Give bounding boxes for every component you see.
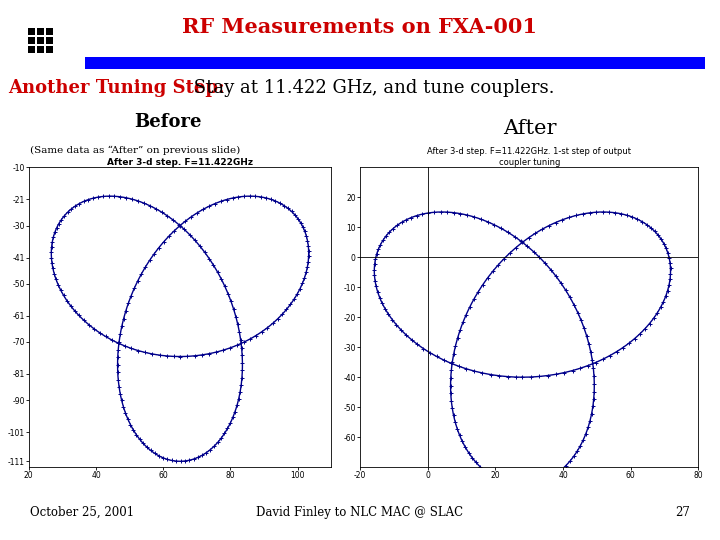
Title: After 3-d step. F=11.422GHz: After 3-d step. F=11.422GHz: [107, 158, 253, 167]
Bar: [37, 46, 44, 53]
Text: 27: 27: [675, 506, 690, 519]
Text: (Same data as “After” on previous slide): (Same data as “After” on previous slide): [30, 145, 240, 154]
Text: Before: Before: [134, 113, 202, 131]
Text: Stay at 11.422 GHz, and tune couplers.: Stay at 11.422 GHz, and tune couplers.: [188, 79, 554, 97]
Bar: [28, 37, 35, 44]
Bar: [37, 37, 44, 44]
Bar: [28, 46, 35, 53]
Text: October 25, 2001: October 25, 2001: [30, 506, 134, 519]
Bar: [85, 57, 705, 69]
Bar: [28, 28, 35, 35]
Bar: [46, 28, 53, 35]
Text: David Finley to NLC MAC @ SLAC: David Finley to NLC MAC @ SLAC: [256, 506, 464, 519]
Bar: [46, 46, 53, 53]
Title: After 3-d step. F=11.422GHz. 1-st step of output
coupler tuning: After 3-d step. F=11.422GHz. 1-st step o…: [427, 147, 631, 167]
Text: After: After: [503, 119, 557, 138]
Bar: [46, 37, 53, 44]
Bar: [37, 28, 44, 35]
Text: RF Measurements on FXA-001: RF Measurements on FXA-001: [182, 17, 538, 37]
Text: Another Tuning Step:: Another Tuning Step:: [8, 79, 225, 97]
